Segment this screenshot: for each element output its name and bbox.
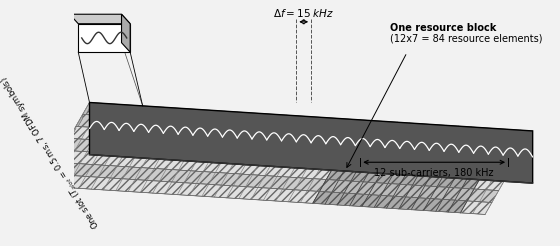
Polygon shape <box>62 138 69 151</box>
Polygon shape <box>42 169 49 186</box>
Polygon shape <box>326 168 481 189</box>
Polygon shape <box>90 103 533 183</box>
Text: One slot ($T_{slot}$ = 0.5 ms, 7 OFDM symbols): One slot ($T_{slot}$ = 0.5 ms, 7 OFDM sy… <box>0 73 102 231</box>
Polygon shape <box>467 189 498 202</box>
Polygon shape <box>353 120 508 141</box>
Polygon shape <box>78 24 130 52</box>
Polygon shape <box>312 191 467 213</box>
Polygon shape <box>494 141 526 155</box>
Polygon shape <box>83 103 90 120</box>
Polygon shape <box>55 149 62 162</box>
Polygon shape <box>333 156 488 177</box>
Text: 12 sub-carriers, 180 kHz: 12 sub-carriers, 180 kHz <box>375 168 494 178</box>
Polygon shape <box>320 180 474 201</box>
Polygon shape <box>460 201 492 215</box>
Text: $\Delta f = 15$ kHz: $\Delta f = 15$ kHz <box>273 7 334 19</box>
Polygon shape <box>69 126 347 156</box>
Polygon shape <box>122 14 130 52</box>
Polygon shape <box>76 114 83 130</box>
Polygon shape <box>474 177 506 191</box>
Polygon shape <box>62 138 340 168</box>
Text: (12x7 = 84 resource elements): (12x7 = 84 resource elements) <box>390 34 542 44</box>
Polygon shape <box>42 174 320 203</box>
Polygon shape <box>69 14 130 24</box>
Polygon shape <box>347 132 501 153</box>
Polygon shape <box>49 162 326 191</box>
Polygon shape <box>340 144 494 165</box>
Polygon shape <box>481 165 512 179</box>
Polygon shape <box>69 126 76 140</box>
Polygon shape <box>76 114 353 144</box>
Text: One resource block: One resource block <box>390 23 496 33</box>
Polygon shape <box>83 103 360 132</box>
Polygon shape <box>55 150 333 180</box>
Polygon shape <box>49 159 55 174</box>
Polygon shape <box>501 129 533 143</box>
Polygon shape <box>488 153 519 167</box>
